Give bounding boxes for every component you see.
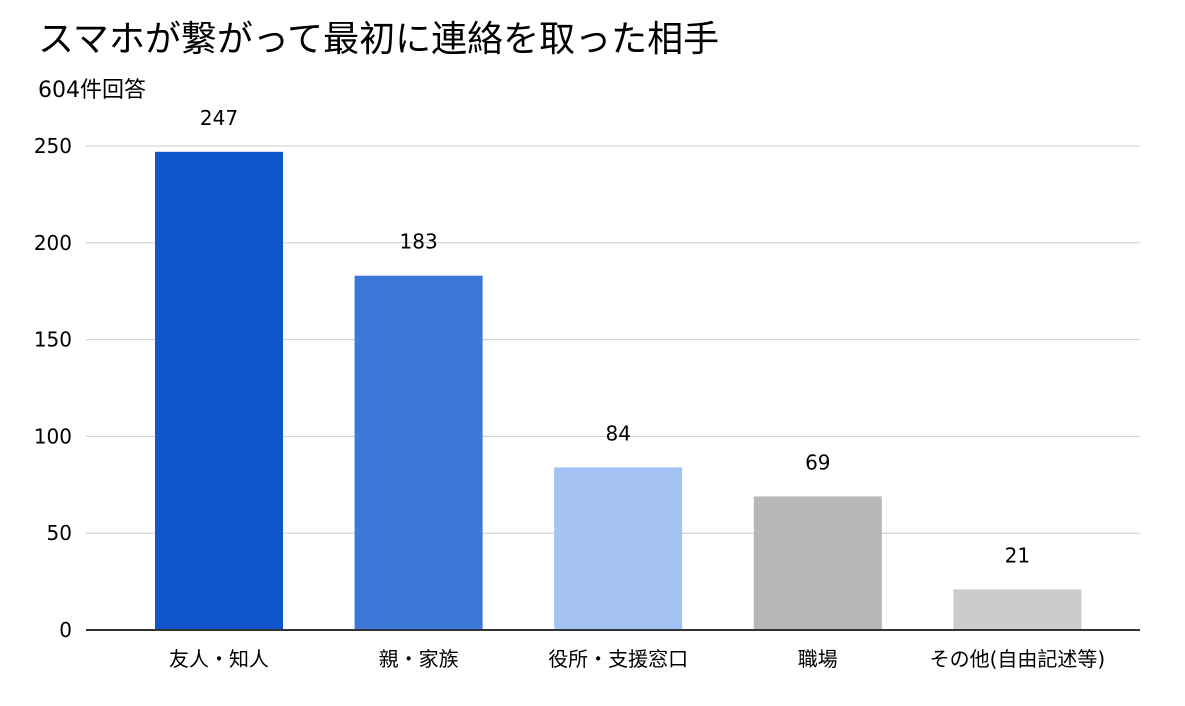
data-label: 183: [400, 230, 438, 254]
y-axis-ticks: 0 50 100 150 200 250: [34, 134, 72, 642]
data-label: 84: [605, 421, 630, 445]
y-tick-label: 200: [34, 231, 72, 255]
category-label: 親・家族: [379, 647, 459, 671]
data-labels: 247 183 84 69 21: [200, 106, 1030, 568]
category-label: 役所・支援窓口: [548, 647, 688, 671]
data-label: 69: [805, 450, 830, 474]
y-tick-label: 250: [34, 134, 72, 158]
category-label: その他(自由記述等): [930, 647, 1106, 671]
chart-subtitle: 604件回答: [38, 78, 146, 103]
category-labels: 友人・知人 親・家族 役所・支援窓口 職場 その他(自由記述等): [169, 647, 1105, 671]
bar: [155, 151, 283, 631]
y-tick-label: 150: [34, 328, 72, 352]
data-label: 21: [1005, 543, 1030, 567]
bar: [753, 496, 882, 630]
bar: [953, 589, 1082, 630]
bar: [354, 275, 483, 630]
bars: [155, 151, 1082, 631]
bar: [554, 467, 683, 630]
y-tick-label: 50: [47, 521, 72, 545]
y-tick-label: 0: [59, 618, 72, 642]
y-tick-label: 100: [34, 424, 72, 448]
category-label: 友人・知人: [169, 647, 269, 671]
chart-title: スマホが繋がって最初に連絡を取った相手: [38, 19, 720, 60]
data-label: 247: [200, 106, 238, 130]
category-label: 職場: [798, 647, 838, 671]
